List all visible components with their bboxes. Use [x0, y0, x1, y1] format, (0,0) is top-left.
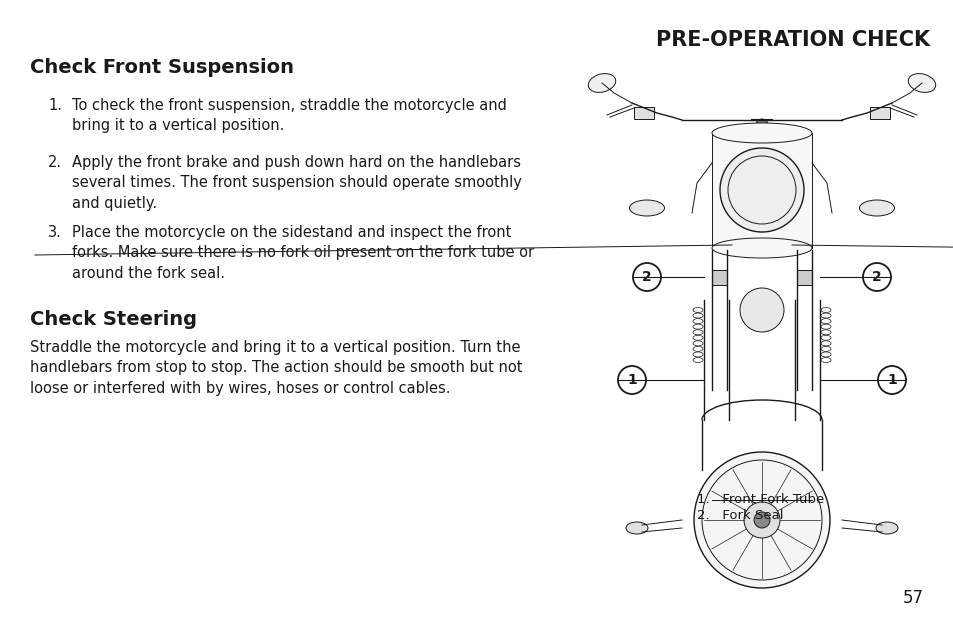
Bar	[796, 270, 811, 285]
Text: Check Front Suspension: Check Front Suspension	[30, 58, 294, 77]
Circle shape	[693, 452, 829, 588]
Ellipse shape	[625, 522, 647, 534]
Ellipse shape	[711, 123, 811, 143]
Text: To check the front suspension, straddle the motorcycle and
bring it to a vertica: To check the front suspension, straddle …	[71, 98, 506, 134]
Bar	[711, 270, 726, 285]
Circle shape	[862, 263, 890, 291]
Text: Straddle the motorcycle and bring it to a vertical position. Turn the
handlebars: Straddle the motorcycle and bring it to …	[30, 340, 522, 396]
Text: Apply the front brake and push down hard on the handlebars
several times. The fr: Apply the front brake and push down hard…	[71, 155, 521, 211]
Bar	[869, 107, 889, 119]
Ellipse shape	[875, 522, 897, 534]
Ellipse shape	[711, 238, 811, 258]
Text: 1: 1	[886, 373, 896, 387]
Text: Check Steering: Check Steering	[30, 310, 196, 329]
Circle shape	[618, 366, 645, 394]
Text: 2: 2	[641, 270, 651, 284]
Circle shape	[877, 366, 905, 394]
Text: 2.   Fork Seal: 2. Fork Seal	[697, 509, 782, 522]
Bar	[711, 133, 811, 248]
Text: Place the motorcycle on the sidestand and inspect the front
forks. Make sure the: Place the motorcycle on the sidestand an…	[71, 225, 534, 281]
Circle shape	[740, 288, 783, 332]
Ellipse shape	[859, 200, 894, 216]
Circle shape	[753, 512, 769, 528]
Ellipse shape	[629, 200, 664, 216]
Text: 57: 57	[902, 589, 923, 607]
Circle shape	[633, 263, 660, 291]
Circle shape	[720, 148, 803, 232]
Text: 2.: 2.	[48, 155, 62, 170]
Circle shape	[743, 502, 780, 538]
Text: 2: 2	[871, 270, 881, 284]
Bar	[634, 107, 654, 119]
Text: 3.: 3.	[48, 225, 62, 240]
Text: 1: 1	[626, 373, 637, 387]
Text: PRE-OPERATION CHECK: PRE-OPERATION CHECK	[655, 30, 929, 50]
Text: 1.: 1.	[48, 98, 62, 113]
Ellipse shape	[588, 73, 615, 92]
Ellipse shape	[907, 73, 935, 92]
Circle shape	[755, 119, 767, 131]
Text: 1.   Front Fork Tube: 1. Front Fork Tube	[697, 493, 823, 506]
